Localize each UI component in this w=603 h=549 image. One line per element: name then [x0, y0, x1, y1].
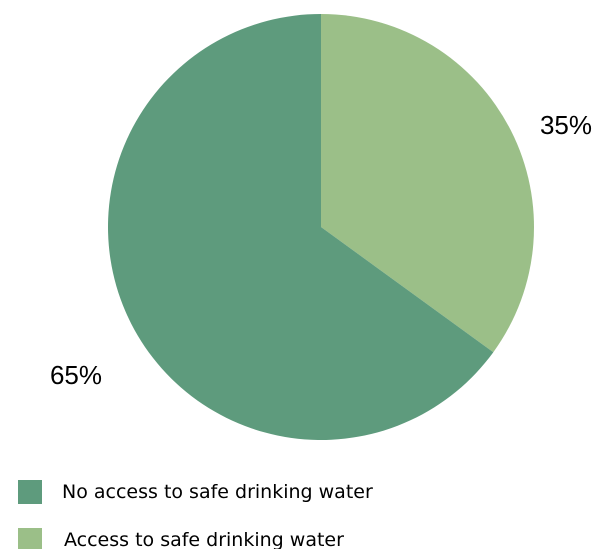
pie-slice-1 [321, 14, 534, 353]
pie-slices [108, 14, 534, 440]
legend: No access to safe drinking water Access t… [18, 480, 373, 549]
legend-swatch-1 [18, 480, 42, 504]
legend-swatch-2 [18, 528, 42, 549]
pie-slice-2 [108, 14, 494, 440]
slice-value-labels: 35% 65% [50, 110, 592, 390]
slice-value-label-1: 35% [540, 110, 592, 140]
legend-label-1: No access to safe drinking water [62, 481, 373, 503]
slice-value-label-2: 65% [50, 360, 102, 390]
legend-label-2: Access to safe drinking water [64, 529, 344, 549]
